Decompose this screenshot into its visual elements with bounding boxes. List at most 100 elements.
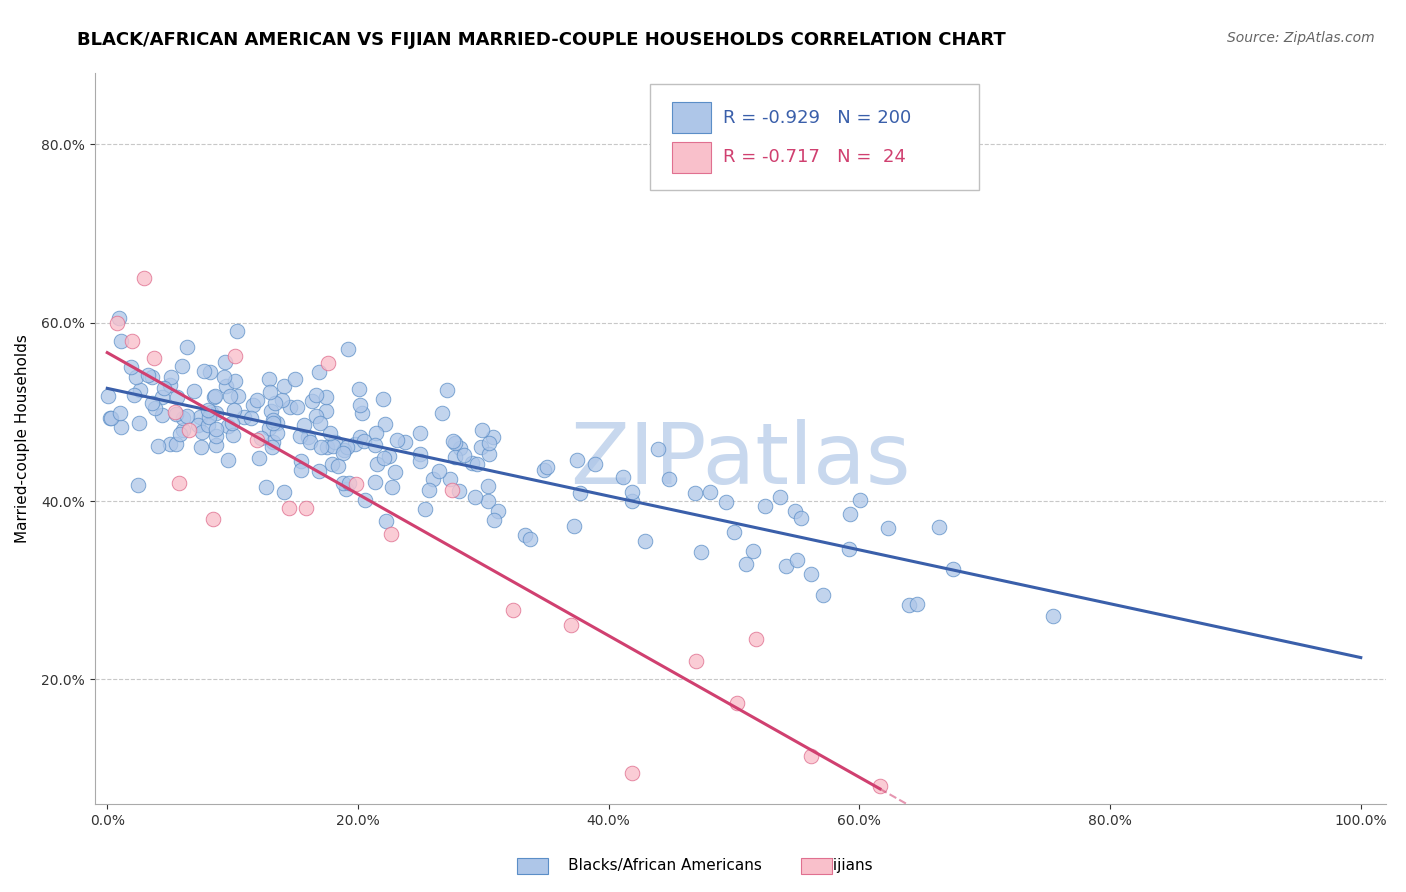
Point <box>366 458 388 472</box>
Point <box>905 597 928 611</box>
Point <box>266 416 288 430</box>
Point <box>277 500 299 515</box>
Point <box>308 365 330 379</box>
Point <box>380 526 402 541</box>
Point <box>262 416 284 430</box>
Point <box>204 421 226 435</box>
Point <box>848 493 870 508</box>
Point <box>723 525 745 540</box>
Point <box>120 360 142 375</box>
Point <box>177 423 200 437</box>
Point <box>775 559 797 574</box>
Point <box>290 463 312 477</box>
Point <box>418 483 440 497</box>
Point <box>409 447 432 461</box>
Point <box>461 456 484 470</box>
Point <box>353 434 375 448</box>
Point <box>183 384 205 399</box>
Point <box>239 411 262 425</box>
Point <box>786 552 808 566</box>
Point <box>658 472 681 486</box>
Point <box>222 402 245 417</box>
Point <box>217 453 239 467</box>
Point <box>363 438 385 452</box>
Point <box>110 420 132 434</box>
Point <box>221 416 243 430</box>
FancyBboxPatch shape <box>672 103 710 133</box>
Point <box>335 483 357 497</box>
Point <box>259 404 281 418</box>
Point <box>409 454 432 468</box>
Point <box>482 430 505 444</box>
Point <box>384 465 406 479</box>
Point <box>349 398 371 412</box>
Point <box>301 394 323 409</box>
Point <box>215 379 238 393</box>
Point <box>725 696 748 710</box>
Point <box>176 340 198 354</box>
Point <box>337 343 360 357</box>
Point <box>153 381 176 395</box>
Point <box>315 404 337 418</box>
Text: Blacks/African Americans             Fijians: Blacks/African Americans Fijians <box>534 858 872 872</box>
Point <box>172 423 194 437</box>
Point <box>193 364 215 378</box>
Point <box>122 388 145 402</box>
Point <box>292 417 315 432</box>
Point <box>612 469 634 483</box>
Point <box>562 519 585 533</box>
Point <box>326 458 349 473</box>
Point <box>121 334 143 348</box>
Point <box>197 403 219 417</box>
Point <box>308 464 330 478</box>
Point <box>745 632 768 646</box>
Point <box>108 311 131 326</box>
Point <box>128 417 150 431</box>
Point <box>125 370 148 384</box>
Point <box>422 472 444 486</box>
Point <box>322 439 344 453</box>
Point <box>1042 609 1064 624</box>
Point <box>305 388 328 402</box>
Point <box>427 464 450 478</box>
Point <box>364 475 387 489</box>
Point <box>714 495 737 509</box>
Point <box>877 521 900 535</box>
Point <box>222 428 245 442</box>
Point <box>323 435 346 450</box>
FancyBboxPatch shape <box>672 143 710 173</box>
Point <box>387 433 409 447</box>
Point <box>129 383 152 397</box>
Point <box>344 437 367 451</box>
Point <box>336 441 359 455</box>
Point <box>443 450 465 464</box>
Point <box>141 370 163 384</box>
Point <box>464 490 486 504</box>
Point <box>371 392 394 407</box>
Point <box>247 450 270 465</box>
Point <box>254 480 277 494</box>
Text: R = -0.717   N =  24: R = -0.717 N = 24 <box>724 148 907 166</box>
Point <box>284 372 307 386</box>
Point <box>225 324 247 338</box>
Point <box>568 486 591 500</box>
Point <box>536 460 558 475</box>
Point <box>344 477 367 491</box>
Point <box>190 441 212 455</box>
Point <box>347 382 370 396</box>
Point <box>262 440 284 454</box>
Point <box>647 442 669 457</box>
Point <box>98 410 121 425</box>
Point <box>188 410 211 425</box>
Point <box>364 426 387 441</box>
Point <box>226 389 249 403</box>
Point <box>197 417 219 432</box>
Point <box>374 417 396 432</box>
Point <box>165 407 187 421</box>
Point <box>270 393 292 408</box>
Point <box>224 349 246 363</box>
Point <box>430 406 453 420</box>
Point <box>280 400 302 414</box>
Point <box>478 447 501 461</box>
Point <box>337 476 360 491</box>
